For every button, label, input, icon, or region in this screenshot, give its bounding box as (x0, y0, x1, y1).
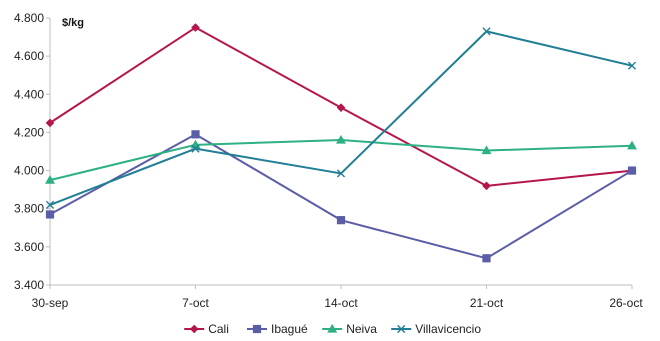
x-tick-label: 14-oct (324, 296, 358, 310)
y-tick-label: 4.000 (14, 164, 44, 178)
data-point-cali (336, 103, 346, 112)
y-tick-label: 4.200 (14, 125, 44, 139)
data-point-villavicencio (482, 27, 491, 36)
x-tick-label: 7-oct (182, 296, 209, 310)
axes-layer (49, 18, 632, 286)
series-villavicencio (45, 27, 637, 209)
x-marker-stroke (397, 324, 406, 334)
legend-marker (189, 324, 199, 334)
legend-item-ibagu-: Ibagué (247, 322, 308, 336)
y-tick-label: 4.600 (14, 49, 44, 63)
legend-label: Villavicencio (415, 322, 481, 336)
legend-item-neiva: Neiva (322, 322, 377, 336)
data-point-neiva (481, 145, 492, 155)
x-marker-stroke (336, 169, 346, 178)
x-marker-stroke (45, 200, 55, 209)
legend-item-villavicencio: Villavicencio (391, 322, 481, 336)
data-point-neiva (336, 134, 346, 144)
y-tick-label: 4.800 (14, 11, 44, 25)
legend-label: Neiva (346, 322, 377, 336)
legend-item-cali: Cali (184, 322, 229, 336)
legend-marker (252, 324, 262, 334)
series-cali (45, 23, 637, 191)
data-point-cali (191, 23, 200, 32)
data-point-villavicencio (45, 200, 55, 209)
x-marker-stroke (627, 61, 637, 70)
data-point-cali (482, 181, 491, 191)
data-point-neiva (45, 174, 55, 184)
data-point-villavicencio (627, 61, 637, 70)
data-point-villavicencio (191, 144, 200, 153)
y-tick-label: 3.800 (14, 202, 44, 216)
y-axis-unit-label: $/kg (62, 17, 84, 29)
data-point-neiva (627, 140, 637, 150)
y-tick-label: 4.400 (14, 87, 44, 101)
legend-label: Cali (208, 322, 229, 336)
legend: Cali Ibagué Neiva Villavicencio (184, 322, 481, 336)
x-marker-stroke (482, 27, 491, 36)
data-point-ibagu- (191, 130, 200, 139)
legend-label: Ibagué (271, 322, 308, 336)
x-tick-label: 30-sep (32, 296, 69, 310)
data-point-ibagu- (482, 254, 491, 263)
legend-marker (397, 324, 406, 334)
x-marker-stroke (191, 144, 200, 153)
series-neiva (45, 134, 637, 184)
data-point-ibagu- (627, 166, 637, 175)
x-tick-label: 26-oct (609, 296, 643, 310)
data-point-ibagu- (336, 216, 346, 225)
x-tick-label: 21-oct (470, 296, 504, 310)
series-ibagu- (45, 130, 637, 263)
data-point-cali (45, 118, 55, 128)
legend-marker (327, 323, 338, 333)
y-tick-label: 3.600 (14, 240, 44, 254)
data-point-villavicencio (336, 169, 346, 178)
data-point-ibagu- (45, 210, 55, 219)
tick-labels: 3.400 3.600 3.800 4.000 4.200 4.400 4.600 4.800… (14, 11, 643, 310)
y-tick-label: 3.400 (14, 278, 44, 292)
series-layer (45, 23, 637, 263)
series-line-ibagu- (49, 133, 633, 260)
